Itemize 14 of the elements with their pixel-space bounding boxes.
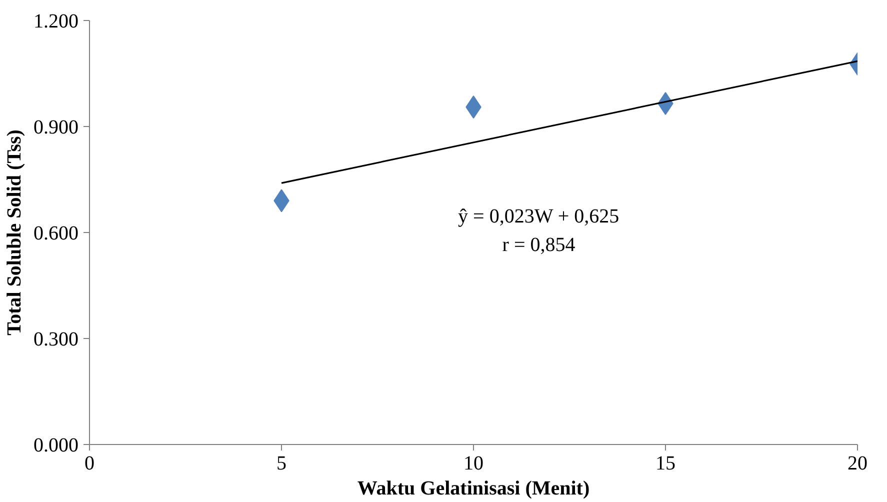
- x-tick-label: 5: [276, 452, 286, 474]
- x-tick-label: 20: [848, 452, 868, 474]
- y-axis-title: Total Soluble Solid (Tss): [4, 130, 26, 336]
- y-tick-label: 0.300: [34, 328, 78, 350]
- y-tick-label: 0.600: [34, 222, 78, 244]
- y-tick-label: 0.900: [34, 116, 78, 138]
- x-tick-label: 15: [656, 452, 676, 474]
- annotation: ŷ = 0,023W + 0,625: [458, 206, 620, 228]
- x-axis-title: Waktu Gelatinisasi (Menit): [357, 478, 590, 500]
- x-tick-label: 10: [464, 452, 484, 474]
- annotation: r = 0,854: [502, 234, 576, 256]
- y-tick-label: 0.000: [34, 434, 78, 456]
- x-tick-label: 0: [84, 452, 94, 474]
- y-tick-label: 1.200: [34, 10, 78, 32]
